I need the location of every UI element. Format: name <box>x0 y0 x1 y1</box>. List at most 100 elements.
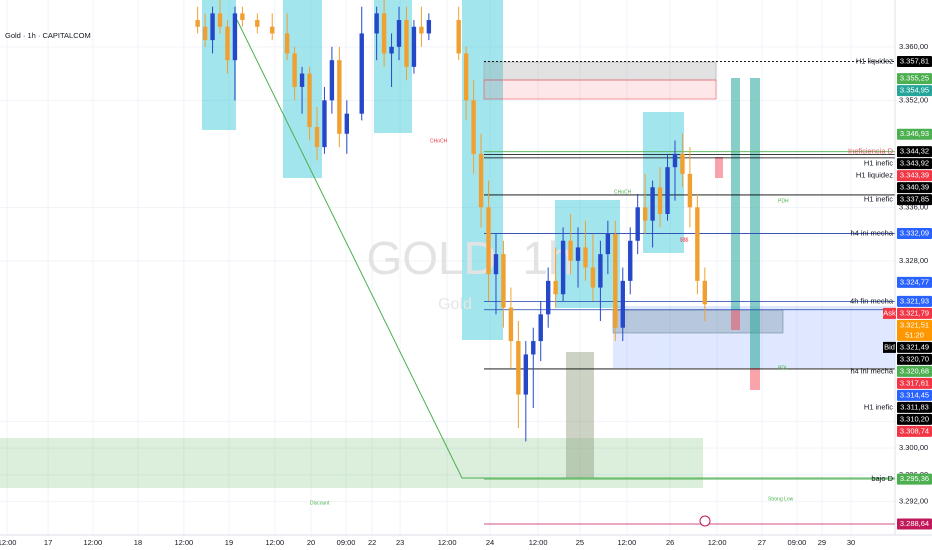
candle-body <box>419 26 424 34</box>
price-tag <box>897 473 932 485</box>
price-tag <box>897 227 932 239</box>
candle-body <box>404 20 409 67</box>
price-tag-label: 3.310,20 <box>900 414 929 423</box>
price-tag-label: 3.321,51 <box>900 320 929 329</box>
candle-body <box>516 341 521 395</box>
discount-zone <box>0 438 703 488</box>
candle-body <box>702 280 708 305</box>
y-tick-label: 3.300,00 <box>899 443 928 452</box>
x-tick-label: 12:00 <box>174 538 193 547</box>
candles <box>195 0 708 442</box>
zone <box>566 352 594 478</box>
x-tick-label: 09:00 <box>788 538 807 547</box>
price-tag <box>897 295 932 307</box>
candle-body <box>202 26 208 41</box>
candle-body <box>680 153 685 174</box>
price-tags: 3.357,81 H1 liquidez 3.355,25 3.354,95 3.346… <box>848 55 932 530</box>
annotation: Strong Low <box>768 496 794 502</box>
price-tag <box>897 319 932 341</box>
x-tick-label: 12:00 <box>265 538 284 547</box>
candle-body <box>292 53 297 87</box>
candle-body <box>657 187 663 214</box>
candle-body <box>553 280 558 295</box>
price-tag-label: 3.295,36 <box>900 474 929 483</box>
price-tag-label: 3.320,68 <box>900 366 929 375</box>
candle-body <box>426 20 432 34</box>
x-tick-label: 12:00 <box>708 538 727 547</box>
candle-body <box>359 33 364 114</box>
price-tag-label: 3.321,79 <box>900 308 929 317</box>
level-name: bajo D <box>871 474 893 483</box>
levels <box>484 61 895 525</box>
candle-body <box>560 240 566 295</box>
price-tag-label: 3.324,77 <box>900 277 929 286</box>
candle-body <box>255 20 260 27</box>
candle-body <box>501 254 506 308</box>
x-tick-label: 27 <box>758 538 766 547</box>
candle-body <box>456 20 461 54</box>
y-tick-label: 3.336,00 <box>899 202 928 211</box>
candle-body <box>284 33 290 54</box>
candle-body <box>545 280 551 315</box>
candle-body <box>628 240 633 281</box>
level-name: h4 ini mecha <box>850 366 893 375</box>
y-tick-label: 3.352,00 <box>899 95 928 104</box>
price-tag-label: 3.332,09 <box>900 228 929 237</box>
candle-body <box>695 207 700 281</box>
position <box>750 78 760 368</box>
trend-line <box>236 19 895 479</box>
price-tag-label: 3.337,85 <box>900 195 929 204</box>
x-tick-label: 18 <box>134 538 142 547</box>
price-tag <box>897 146 932 158</box>
level-name: 4h fin mecha <box>850 296 894 305</box>
candle-body <box>307 73 312 128</box>
candle-body <box>575 247 581 261</box>
x-tick-label: 25 <box>576 538 584 547</box>
price-tag-label: 3.321,93 <box>900 296 929 305</box>
candle-body <box>411 26 417 67</box>
event-icon[interactable] <box>699 515 711 527</box>
x-tick-label: 26 <box>666 538 674 547</box>
annotation: CHoCH <box>430 138 448 144</box>
x-tick-label: 20 <box>307 538 315 547</box>
level-name: H1 inefic <box>864 195 893 204</box>
candle-body <box>240 13 245 21</box>
price-tag-label: 3.288,64 <box>900 519 929 528</box>
price-tag-label: 3.355,25 <box>900 74 929 83</box>
price-tag-label: 3.357,81 <box>900 56 929 65</box>
y-tick-label: 3.328,00 <box>899 256 928 265</box>
price-tag-label: 3.346,93 <box>900 129 929 138</box>
x-tick-label: 12:00 <box>529 538 548 547</box>
x-tick-label: 12:00 <box>438 538 457 547</box>
zone <box>643 112 684 253</box>
position <box>715 157 723 178</box>
candle-body <box>374 13 379 34</box>
x-tick-label: 12:00 <box>0 538 16 547</box>
price-tag <box>897 158 932 170</box>
price-tag <box>897 55 932 67</box>
candle-body <box>232 13 238 61</box>
y-tick-label: 3.360,00 <box>899 42 928 51</box>
candle-body <box>583 247 588 268</box>
price-tag <box>897 365 932 377</box>
level-name: h4 ini mecha <box>850 228 893 237</box>
price-tag <box>897 73 932 85</box>
annotation: CHoCH <box>614 189 632 195</box>
candle-body <box>508 307 514 342</box>
price-tag <box>897 194 932 206</box>
side-tag <box>883 341 896 353</box>
candle-body <box>299 73 305 87</box>
annotation: Discount <box>310 500 330 506</box>
candle-body <box>598 254 603 288</box>
price-tag <box>897 518 932 530</box>
price-tag-label: 3.343,92 <box>900 159 929 168</box>
level-name: H1 inefic <box>864 159 893 168</box>
price-tag <box>897 128 932 140</box>
x-tick-label: 23 <box>396 538 404 547</box>
candle-body <box>590 267 596 288</box>
candle-body <box>478 153 484 208</box>
candle-body <box>389 46 394 54</box>
price-tag-label: 3.314,45 <box>900 390 929 399</box>
x-tick-label: 29 <box>818 538 826 547</box>
annotation: $$$ <box>680 237 689 243</box>
